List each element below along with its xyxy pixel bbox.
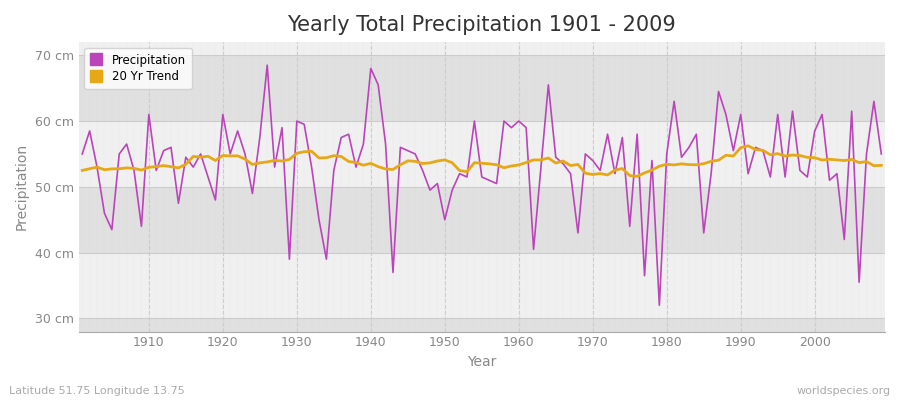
Bar — [78, 55, 885, 121]
20 Yr Trend — [136, 168, 147, 172]
20 Yr Trend — [876, 163, 886, 168]
20 Yr Trend — [76, 168, 87, 173]
Precipitation — [521, 125, 532, 130]
Precipitation — [262, 63, 273, 68]
20 Yr Trend — [632, 174, 643, 179]
Precipitation — [513, 119, 524, 124]
20 Yr Trend — [506, 164, 517, 168]
Legend: Precipitation, 20 Yr Trend: Precipitation, 20 Yr Trend — [85, 48, 192, 89]
Text: Latitude 51.75 Longitude 13.75: Latitude 51.75 Longitude 13.75 — [9, 386, 184, 396]
Text: worldspecies.org: worldspecies.org — [796, 386, 891, 396]
20 Yr Trend — [602, 172, 613, 177]
Line: Precipitation: Precipitation — [82, 65, 881, 305]
Bar — [78, 42, 885, 55]
Precipitation — [136, 224, 147, 229]
Title: Yearly Total Precipitation 1901 - 2009: Yearly Total Precipitation 1901 - 2009 — [287, 15, 676, 35]
Precipitation — [609, 171, 620, 176]
Bar — [78, 253, 885, 318]
20 Yr Trend — [742, 144, 753, 148]
Bar — [78, 318, 885, 332]
X-axis label: Year: Year — [467, 355, 497, 369]
Line: 20 Yr Trend: 20 Yr Trend — [82, 146, 881, 176]
Bar — [78, 187, 885, 253]
Y-axis label: Precipitation: Precipitation — [15, 143, 29, 230]
Precipitation — [306, 165, 317, 170]
Precipitation — [876, 152, 886, 156]
20 Yr Trend — [343, 159, 354, 164]
20 Yr Trend — [299, 149, 310, 154]
Bar — [78, 121, 885, 187]
Precipitation — [76, 152, 87, 156]
Precipitation — [351, 165, 362, 170]
20 Yr Trend — [513, 162, 524, 167]
Precipitation — [654, 303, 665, 308]
